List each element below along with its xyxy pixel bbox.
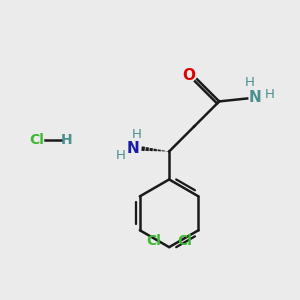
Text: H: H — [60, 133, 72, 147]
Text: H: H — [265, 88, 275, 100]
Text: Cl: Cl — [29, 133, 44, 147]
Text: O: O — [182, 68, 195, 83]
Text: H: H — [131, 128, 141, 141]
Text: H: H — [245, 76, 255, 89]
Text: N: N — [249, 89, 262, 104]
Text: Cl: Cl — [177, 234, 192, 248]
Text: Cl: Cl — [146, 234, 161, 248]
Text: N: N — [127, 141, 139, 156]
Text: H: H — [116, 148, 125, 161]
